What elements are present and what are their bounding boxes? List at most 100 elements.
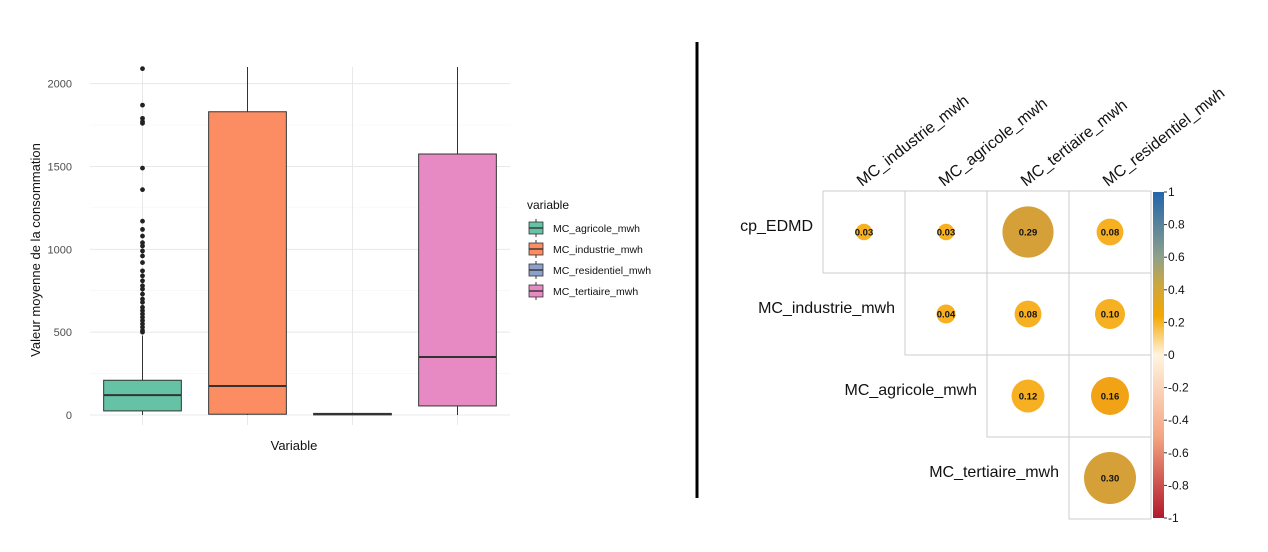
colorbar-tick-label: -0.6 bbox=[1168, 446, 1189, 460]
colorbar-tick-label: 1 bbox=[1168, 185, 1175, 199]
corr-circle bbox=[937, 223, 955, 241]
colorbar-gradient bbox=[1153, 192, 1164, 518]
outlier-point bbox=[140, 311, 145, 317]
corr-row-label: MC_agricole_mwh bbox=[845, 382, 978, 399]
y-tick-label: 1000 bbox=[48, 244, 72, 256]
corr-cell: 0.29 bbox=[1002, 206, 1054, 258]
box-MC_industrie_mwh bbox=[208, 67, 287, 416]
corr-cell: 0.12 bbox=[1011, 379, 1045, 413]
outlier-point bbox=[140, 233, 145, 239]
corr-circle bbox=[1011, 379, 1045, 413]
corr-value-label: 0.16 bbox=[1101, 392, 1120, 403]
legend-label: MC_agricole_mwh bbox=[553, 223, 640, 235]
correlation-grid bbox=[822, 190, 1152, 520]
corr-cell: 0.03 bbox=[937, 223, 955, 241]
legend-item-MC_tertiaire_mwh: MC_tertiaire_mwh bbox=[528, 282, 638, 300]
outlier-point bbox=[140, 308, 145, 314]
outlier-point bbox=[140, 66, 145, 72]
corr-value-label: 0.10 bbox=[1101, 310, 1120, 321]
outlier-point bbox=[140, 253, 145, 259]
corr-value-label: 0.29 bbox=[1019, 228, 1038, 239]
outlier-point bbox=[140, 240, 145, 246]
corr-cell: 0.16 bbox=[1091, 377, 1129, 415]
y-tick-label: 0 bbox=[66, 410, 72, 422]
outlier-point bbox=[140, 329, 145, 335]
corr-cell: 0.04 bbox=[936, 304, 956, 324]
corr-circle bbox=[1096, 218, 1124, 246]
corr-circle bbox=[1091, 377, 1129, 415]
legend-item-MC_industrie_mwh: MC_industrie_mwh bbox=[528, 240, 643, 258]
outlier-point bbox=[140, 299, 145, 305]
outlier-point bbox=[140, 283, 145, 289]
outlier-point bbox=[140, 268, 145, 274]
box-body bbox=[418, 153, 497, 407]
correlation-row-labels: cp_EDMD MC_industrie_mwh MC_agricole_mwh MC… bbox=[740, 218, 1059, 481]
boxplot-x-axis-title: Variable bbox=[271, 438, 318, 453]
corr-value-label: 0.30 bbox=[1101, 474, 1120, 485]
outlier-point bbox=[140, 286, 145, 292]
corr-value-label: 0.03 bbox=[855, 228, 874, 239]
colorbar-tick-label: -0.8 bbox=[1168, 478, 1189, 492]
outlier-point bbox=[140, 304, 145, 310]
boxplot-boxes bbox=[103, 66, 497, 416]
corr-cell: 0.08 bbox=[1096, 218, 1124, 246]
legend-label: MC_tertiaire_mwh bbox=[553, 286, 638, 298]
legend-label: MC_industrie_mwh bbox=[553, 244, 643, 256]
legend-label: MC_residentiel_mwh bbox=[553, 265, 651, 277]
legend-item-MC_residentiel_mwh: MC_residentiel_mwh bbox=[528, 261, 651, 279]
outlier-point bbox=[140, 296, 145, 302]
boxplot-legend: variable MC_agricole_mwh MC_industrie_mwh… bbox=[527, 198, 651, 300]
colorbar-tick-label: 0.6 bbox=[1168, 250, 1185, 264]
correlation-column-labels: MC_industrie_mwhMC_agricole_mwhMC_tertia… bbox=[854, 85, 1228, 190]
colorbar-tick-labels: 1 0.8 0.6 0.4 0.2 0 -0.2 -0.4 -0.6 -0.8 -1 bbox=[1164, 185, 1189, 525]
legend-title: variable bbox=[527, 198, 569, 212]
corr-value-label: 0.12 bbox=[1019, 392, 1038, 403]
outlier-point bbox=[140, 318, 145, 323]
corr-value-label: 0.08 bbox=[1101, 228, 1120, 239]
corr-circle bbox=[1002, 206, 1054, 258]
y-tick-label: 1500 bbox=[48, 161, 72, 173]
corr-circle bbox=[1014, 300, 1042, 328]
corr-row-label: MC_industrie_mwh bbox=[758, 300, 895, 317]
corr-row-label: cp_EDMD bbox=[740, 218, 813, 235]
outlier-point bbox=[140, 324, 145, 330]
y-tick-label: 2000 bbox=[48, 79, 72, 91]
corr-value-label: 0.08 bbox=[1019, 310, 1038, 321]
outlier-point bbox=[140, 291, 145, 297]
y-tick-label: 500 bbox=[54, 327, 72, 339]
correlation-chart: MC_industrie_mwh MC_agricole_mwh MC_tertia… bbox=[740, 85, 1228, 525]
corr-circle bbox=[1084, 452, 1136, 504]
outlier-point bbox=[140, 278, 145, 284]
box-body bbox=[208, 111, 287, 415]
outlier-point bbox=[140, 273, 145, 279]
box-MC_tertiaire_mwh bbox=[418, 67, 497, 416]
outlier-point bbox=[140, 314, 145, 320]
corr-cell: 0.08 bbox=[1014, 300, 1042, 328]
corr-circle bbox=[1094, 298, 1126, 330]
colorbar-tick-label: -0.4 bbox=[1168, 413, 1189, 427]
outlier-point bbox=[140, 120, 145, 126]
colorbar-tick-label: -1 bbox=[1168, 511, 1179, 525]
boxplot-y-tick-labels: 0 500 1000 1500 2000 bbox=[48, 79, 72, 422]
outlier-point bbox=[140, 260, 145, 265]
corr-row-label: MC_tertiaire_mwh bbox=[929, 464, 1059, 481]
corr-cell: 0.30 bbox=[1084, 452, 1136, 504]
outlier-point bbox=[140, 248, 145, 254]
outlier-point bbox=[140, 187, 145, 193]
correlation-cells: 0.03 0.03 0.29 0.08 0.04 0.08 0.10 0.12 0.16 0.30 bbox=[855, 206, 1136, 504]
boxplot-chart: 0 500 1000 1500 2000 Variable Valeur moyenne… bbox=[28, 66, 651, 453]
box-MC_residentiel_mwh bbox=[313, 412, 392, 416]
legend-item-MC_agricole_mwh: MC_agricole_mwh bbox=[528, 219, 640, 237]
colorbar-tick-label: 0 bbox=[1168, 348, 1175, 362]
corr-circle bbox=[855, 223, 873, 241]
corr-cell: 0.03 bbox=[855, 223, 874, 241]
outlier-point bbox=[140, 321, 145, 327]
outlier-point bbox=[140, 243, 145, 249]
corr-cell: 0.10 bbox=[1094, 298, 1126, 330]
outlier-point bbox=[140, 115, 145, 121]
colorbar-tick-label: 0.2 bbox=[1168, 315, 1185, 329]
outlier-point bbox=[140, 218, 145, 224]
boxplot-y-axis-title: Valeur moyenne de la consommation bbox=[28, 143, 43, 357]
correlation-colorbar: 1 0.8 0.6 0.4 0.2 0 -0.2 -0.4 -0.6 -0.8 -1 bbox=[1153, 185, 1189, 525]
